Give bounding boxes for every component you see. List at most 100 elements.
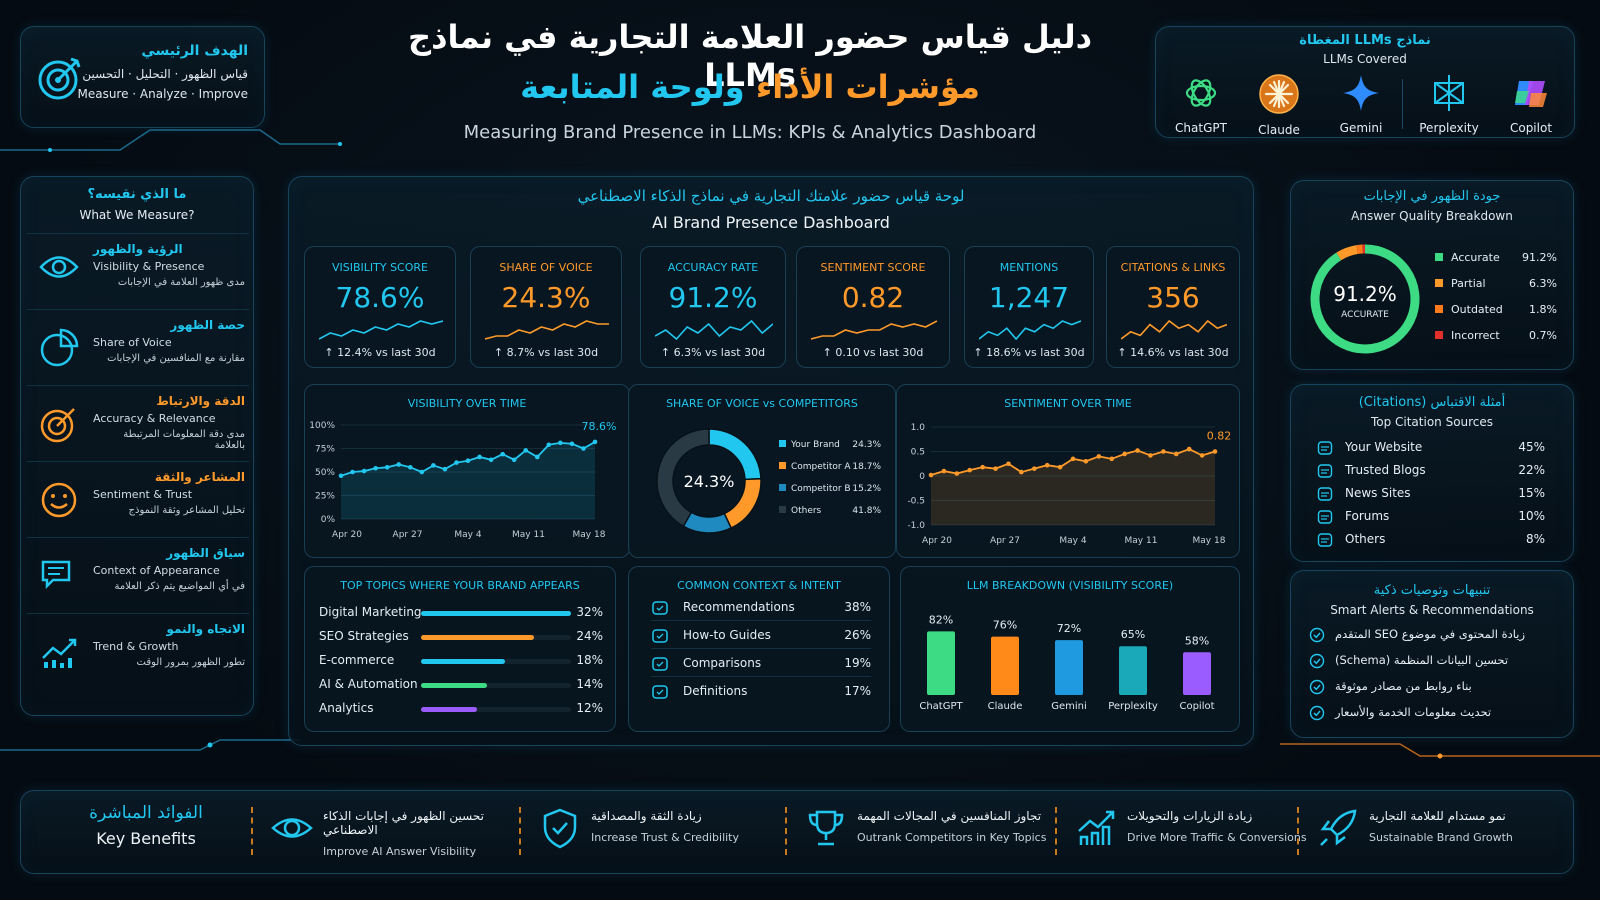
topic-row[interactable]: Digital Marketing 32% (319, 603, 603, 623)
bar-category-label: ChatGPT (919, 701, 963, 712)
benefit-item[interactable]: زيادة الثقة والمصداقية Increase Trust & C… (539, 805, 789, 861)
data-point (967, 467, 973, 473)
legend-label: Others (791, 506, 822, 516)
measure-item-visibility[interactable]: الرؤية والظهور Visibility & Presence مدى… (27, 233, 249, 307)
data-point (1096, 454, 1102, 459)
context-pct: 38% (844, 600, 871, 614)
data-point (1070, 456, 1076, 462)
kpi-label: ACCURACY RATE (667, 261, 759, 274)
context-row[interactable]: How-to Guides 26% (651, 625, 871, 649)
citation-row[interactable]: News Sites 15% (1317, 485, 1545, 505)
sparkline-path (319, 320, 443, 340)
topic-pct: 12% (576, 701, 603, 715)
citation-row[interactable]: Forums 10% (1317, 508, 1545, 528)
llms-covered-title-ar: نماذج LLMs المغطاة (1299, 33, 1431, 48)
topic-bar-fill (421, 683, 487, 688)
alert-row[interactable]: تحسين البيانات المنظمة (Schema) (1309, 651, 1559, 673)
topic-pct: 14% (576, 677, 603, 691)
chart-title: SHARE OF VOICE vs COMPETITORS (666, 397, 858, 410)
bar-value-label: 72% (1057, 622, 1081, 635)
citation-name: Others (1345, 532, 1386, 546)
topic-row[interactable]: SEO Strategies 24% (319, 627, 603, 647)
data-point (1212, 449, 1218, 454)
alert-row[interactable]: زيادة المحتوى في موضوع SEO المتقدم (1309, 625, 1559, 647)
benefit-item[interactable]: تجاوز المنافسين في المجالات المهمة Outran… (805, 805, 1055, 861)
alert-row[interactable]: بناء روابط من مصادر موثوقة (1309, 677, 1559, 699)
benefit-title-ar: زيادة الثقة والمصداقية (591, 809, 702, 823)
measure-subtitle: Trend & Growth (93, 640, 179, 653)
x-tick-label: May 11 (1125, 536, 1158, 546)
citation-row[interactable]: Your Website 45% (1317, 439, 1545, 459)
measure-item-accuracy[interactable]: الدقة والارتباط Accuracy & Relevance مدى… (27, 385, 249, 459)
llm-claude[interactable]: Claude (1244, 73, 1314, 137)
llm-chatgpt[interactable]: ChatGPT (1166, 73, 1236, 135)
llm-copilot[interactable]: Copilot (1496, 73, 1566, 135)
bar (927, 631, 955, 695)
citations-title-en: Top Citation Sources (1370, 415, 1494, 429)
llm-perplexity[interactable]: Perplexity (1414, 73, 1484, 135)
benefit-divider (785, 807, 787, 855)
sentiment-over-time-chart[interactable]: SENTIMENT OVER TIME -1.0 -0.5 0 0.5 1.0 Apr 2… (896, 384, 1240, 558)
measure-item-sentiment[interactable]: المشاعر والثقة Sentiment & Trust تحليل ا… (27, 461, 249, 535)
copilot-icon (1515, 81, 1547, 107)
legend-label: Competitor A (791, 462, 851, 472)
measure-item-trend[interactable]: الاتجاه والنمو Trend & Growth تطور الظهو… (27, 613, 249, 687)
benefit-item[interactable]: تحسين الظهور في إجابات الذكاء الاصطناعي I… (271, 805, 521, 861)
legend-swatch (1435, 331, 1443, 339)
measure-item-share-of-voice[interactable]: حصة الظهور Share of Voice مقارنة مع المن… (27, 309, 249, 383)
y-tick-label: 0.5 (911, 448, 925, 458)
kpi-card[interactable]: SHARE OF VOICE 24.3% ↑ 8.7% vs last 30d (470, 246, 622, 368)
sparkline-path (655, 319, 773, 341)
context-row[interactable]: Definitions 17% (651, 681, 871, 705)
topic-row[interactable]: E-commerce 18% (319, 651, 603, 671)
measure-desc: تطور الظهور بمرور الوقت (136, 657, 245, 668)
y-tick-label: -1.0 (907, 521, 925, 531)
icon-mark (656, 633, 664, 639)
measure-item-context[interactable]: سياق الظهور Context of Appearance في أي … (27, 537, 249, 611)
bar (1183, 652, 1211, 695)
icon-circle (1309, 705, 1325, 721)
context-row[interactable]: Comparisons 19% (651, 653, 871, 677)
kpi-card[interactable]: MENTIONS 1,247 ↑ 18.6% vs last 30d (964, 246, 1094, 368)
icon-circle (1309, 679, 1325, 695)
icon-shape (652, 685, 668, 699)
citation-row[interactable]: Others 8% (1317, 531, 1545, 551)
legend-swatch (1435, 305, 1443, 313)
citation-row[interactable]: Trusted Blogs 22% (1317, 462, 1545, 482)
kpi-card[interactable]: SENTIMENT SCORE 0.82 ↑ 0.10 vs last 30d (796, 246, 950, 368)
visibility-over-time-chart[interactable]: VISIBILITY OVER TIME 0% 25% 50% 75% 100% Apr … (304, 384, 630, 558)
kpi-card[interactable]: ACCURACY RATE 91.2% ↑ 6.3% vs last 30d (640, 246, 786, 368)
sentiment-line-chart: -1.0 -0.5 0 0.5 1.0 Apr 20 Apr 27 May 4 May 11 Ma… (907, 423, 1231, 546)
kpi-change: ↑ 6.3% vs last 30d (660, 346, 766, 359)
benefit-item[interactable]: نمو مستدام للعلامة التجارية Sustainable B… (1317, 805, 1567, 861)
kpi-card[interactable]: CITATIONS & LINKS 356 ↑ 14.6% vs last 30d (1106, 246, 1240, 368)
benefits-header: الفوائد المباشرة Key Benefits (61, 803, 231, 848)
share-of-voice-chart[interactable]: SHARE OF VOICE vs COMPETITORS 24.3% Your … (628, 384, 896, 558)
legend-value: 1.8% (1529, 303, 1557, 316)
line-area (931, 449, 1215, 525)
top-topics-panel[interactable]: TOP TOPICS WHERE YOUR BRAND APPEARS Digi… (304, 566, 616, 732)
legend-label: Competitor B (791, 484, 851, 494)
citation-pct: 22% (1518, 463, 1545, 477)
gemini-icon (1343, 75, 1379, 111)
context-row[interactable]: Recommendations 38% (651, 597, 871, 621)
donut-arc (1336, 245, 1359, 261)
context-intent-panel[interactable]: COMMON CONTEXT & INTENT Recommendations 3… (628, 566, 890, 732)
topic-row[interactable]: Analytics 12% (319, 699, 603, 719)
data-point (396, 462, 402, 467)
topic-name: Analytics (319, 701, 374, 715)
y-tick-label: 25% (315, 492, 335, 502)
llm-gemini[interactable]: Gemini (1326, 73, 1396, 135)
end-value-label: 78.6% (582, 420, 617, 433)
icon-shape (1078, 810, 1115, 832)
circuit-decoration-left (0, 129, 342, 152)
alert-row[interactable]: تحديث معلومات الخدمة والأسعار (1309, 703, 1559, 725)
line-area (341, 441, 595, 519)
llm-breakdown-chart[interactable]: LLM BREAKDOWN (VISIBILITY SCORE) 82% Chat… (900, 566, 1240, 732)
benefit-item[interactable]: زيادة الزيارات والتحويلات Drive More Traf… (1075, 805, 1325, 861)
legend-value: 41.8% (852, 506, 881, 516)
kpi-card[interactable]: VISIBILITY SCORE 78.6% ↑ 12.4% vs last 30d (304, 246, 456, 368)
measure-title: الرؤية والظهور (93, 242, 183, 256)
bar-category-label: Copilot (1179, 701, 1214, 712)
topic-row[interactable]: AI & Automation 14% (319, 675, 603, 695)
